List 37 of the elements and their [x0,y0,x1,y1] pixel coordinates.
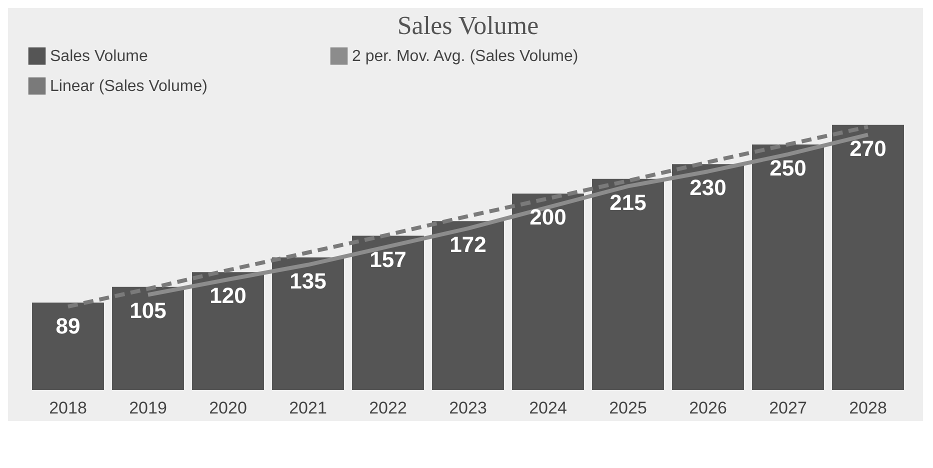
x-tick-label: 2027 [769,398,807,418]
bar [512,194,584,390]
bar [832,124,904,390]
x-tick-label: 2020 [209,398,247,418]
bar [432,221,504,390]
data-label: 157 [370,246,406,272]
bar [352,236,424,390]
data-label: 135 [290,268,326,294]
bar [672,164,744,390]
bar [112,286,184,390]
x-tick-label: 2018 [49,398,87,418]
legend-label: 2 per. Mov. Avg. (Sales Volume) [352,48,578,66]
x-tick-label: 2028 [849,398,887,418]
legend-label: Sales Volume [50,48,148,66]
data-label: 230 [690,175,726,200]
bar [592,178,664,390]
data-label: 270 [850,136,886,161]
data-label: 105 [130,298,166,323]
data-label: 250 [770,155,806,180]
data-label: 200 [530,204,566,230]
x-tick-label: 2019 [129,398,167,418]
chart-title: Sales Volume [397,11,539,40]
bar [192,272,264,390]
x-tick-label: 2021 [289,398,327,418]
data-label: 172 [450,232,486,258]
bar [32,302,104,390]
x-tick-label: 2026 [689,398,727,418]
x-tick-label: 2024 [529,398,567,418]
x-tick-label: 2025 [609,398,647,418]
data-label: 120 [210,283,246,308]
x-tick-label: 2022 [369,398,407,418]
legend-label: Linear (Sales Volume) [50,78,208,95]
data-label: 215 [610,190,646,215]
bar [752,144,824,390]
x-tick-label: 2023 [449,398,487,418]
data-label: 89 [56,314,80,339]
bar [272,257,344,390]
